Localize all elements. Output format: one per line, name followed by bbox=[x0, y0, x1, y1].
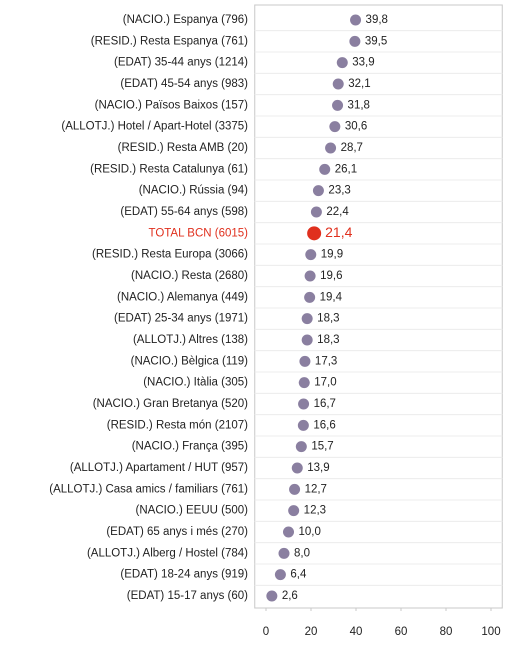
category-label: (NACIO.) Gran Bretanya (520) bbox=[93, 398, 248, 410]
category-label: (NACIO.) Resta (2680) bbox=[131, 270, 248, 282]
value-label: 30,6 bbox=[345, 121, 367, 133]
x-tick-label: 100 bbox=[481, 626, 500, 638]
value-label: 12,7 bbox=[305, 483, 327, 495]
dot bbox=[298, 398, 310, 410]
value-label: 23,3 bbox=[328, 185, 350, 197]
category-label: (ALLOTJ.) Hotel / Apart-Hotel (3375) bbox=[61, 121, 248, 133]
category-label: (ALLOTJ.) Alberg / Hostel (784) bbox=[87, 547, 248, 559]
value-label: 8,0 bbox=[294, 547, 310, 559]
category-label: (NACIO.) Espanya (796) bbox=[123, 14, 248, 26]
dot bbox=[325, 142, 337, 154]
x-tick-label: 80 bbox=[440, 626, 453, 638]
value-label: 32,1 bbox=[348, 78, 370, 90]
value-label: 2,6 bbox=[282, 590, 298, 602]
dot bbox=[312, 185, 324, 197]
category-label: (EDAT) 15-17 anys (60) bbox=[127, 590, 248, 602]
value-label: 31,8 bbox=[348, 99, 370, 111]
value-label: 16,7 bbox=[314, 398, 336, 410]
value-label: 26,1 bbox=[335, 163, 357, 175]
value-label: 10,0 bbox=[299, 526, 321, 538]
value-label: 19,9 bbox=[321, 249, 343, 261]
category-label: (RESID.) Resta món (2107) bbox=[107, 419, 248, 431]
value-label: 19,6 bbox=[320, 270, 342, 282]
value-label: 18,3 bbox=[317, 313, 339, 325]
x-tick-label: 60 bbox=[395, 626, 408, 638]
value-label: 17,0 bbox=[314, 377, 336, 389]
dot bbox=[307, 226, 322, 241]
dot bbox=[283, 526, 294, 538]
value-label: 39,8 bbox=[366, 14, 388, 26]
dot bbox=[291, 462, 303, 474]
category-label: (RESID.) Resta Europa (3066) bbox=[92, 249, 248, 261]
category-label: (NACIO.) Rússia (94) bbox=[139, 185, 248, 197]
value-label: 17,3 bbox=[315, 355, 337, 367]
value-label: 6,4 bbox=[290, 569, 307, 581]
value-label: 21,4 bbox=[325, 224, 352, 240]
category-label: (NACIO.) França (395) bbox=[132, 441, 248, 453]
category-label: (ALLOTJ.) Casa amics / familiars (761) bbox=[49, 483, 248, 495]
value-label: 22,4 bbox=[326, 206, 349, 218]
category-label: (EDAT) 25-34 anys (1971) bbox=[114, 313, 248, 325]
dot bbox=[319, 163, 331, 175]
dot bbox=[305, 249, 317, 261]
category-label: (NACIO.) EEUU (500) bbox=[136, 505, 249, 517]
dot bbox=[310, 206, 322, 218]
category-label: (EDAT) 55-64 anys (598) bbox=[120, 206, 248, 218]
category-label: (NACIO.) Alemanya (449) bbox=[117, 291, 248, 303]
dot bbox=[301, 313, 313, 325]
value-label: 15,7 bbox=[311, 441, 333, 453]
x-tick-label: 0 bbox=[263, 626, 269, 638]
dot bbox=[299, 355, 311, 367]
category-label: (RESID.) Resta AMB (20) bbox=[118, 142, 249, 154]
category-label: (RESID.) Resta Catalunya (61) bbox=[90, 163, 248, 175]
x-tick-label: 20 bbox=[305, 626, 318, 638]
category-label: (EDAT) 35-44 anys (1214) bbox=[114, 57, 248, 69]
category-label: (NACIO.) Països Baixos (157) bbox=[95, 99, 249, 111]
dot bbox=[304, 291, 316, 303]
dot bbox=[301, 334, 313, 346]
category-label: TOTAL BCN (6015) bbox=[149, 227, 249, 239]
dot bbox=[288, 505, 300, 517]
dot bbox=[332, 78, 344, 90]
category-label: (EDAT) 18-24 anys (919) bbox=[120, 569, 248, 581]
dot bbox=[332, 99, 344, 111]
value-label: 33,9 bbox=[352, 57, 374, 69]
category-label: (ALLOTJ.) Altres (138) bbox=[133, 334, 248, 346]
category-label: (EDAT) 65 anys i més (270) bbox=[106, 526, 248, 538]
value-label: 13,9 bbox=[307, 462, 329, 474]
x-tick-label: 40 bbox=[350, 626, 363, 638]
value-label: 12,3 bbox=[304, 505, 326, 517]
dot bbox=[350, 14, 362, 26]
value-label: 16,6 bbox=[313, 419, 335, 431]
dot bbox=[289, 483, 301, 495]
plot-frame bbox=[254, 4, 503, 609]
category-label: (NACIO.) Itàlia (305) bbox=[143, 377, 248, 389]
category-label: (ALLOTJ.) Apartament / HUT (957) bbox=[70, 462, 248, 474]
dot bbox=[336, 57, 348, 69]
value-label: 28,7 bbox=[341, 142, 363, 154]
value-label: 39,5 bbox=[365, 35, 387, 47]
dot bbox=[304, 270, 316, 282]
dot bbox=[298, 377, 310, 389]
category-label: (EDAT) 45-54 anys (983) bbox=[120, 78, 248, 90]
dot bbox=[297, 419, 309, 431]
dot bbox=[349, 35, 361, 47]
category-label: (RESID.) Resta Espanya (761) bbox=[91, 35, 248, 47]
dot bbox=[274, 569, 286, 581]
value-label: 18,3 bbox=[317, 334, 339, 346]
dot bbox=[329, 121, 341, 133]
dot bbox=[295, 441, 307, 453]
value-label: 19,4 bbox=[320, 291, 343, 303]
dot bbox=[266, 590, 278, 602]
dot bbox=[278, 547, 290, 559]
category-label: (NACIO.) Bèlgica (119) bbox=[131, 355, 249, 367]
